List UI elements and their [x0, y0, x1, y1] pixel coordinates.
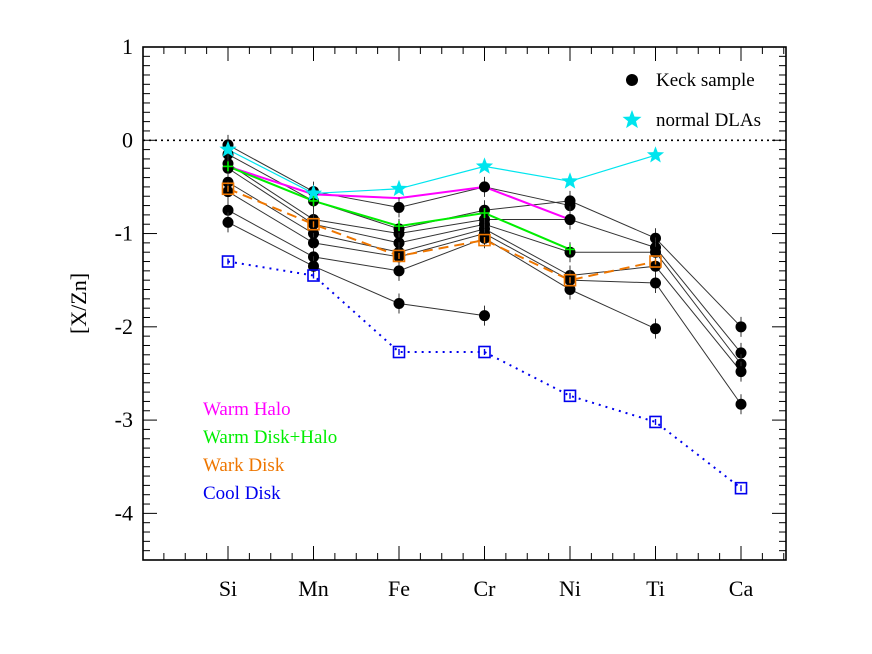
keck-point — [564, 195, 576, 207]
keck-point — [735, 398, 747, 410]
keck-point — [735, 366, 747, 378]
model-legend-label: Cool Disk — [203, 483, 281, 504]
normal-dla-star — [646, 146, 665, 163]
keck-point — [650, 323, 661, 335]
legend-dot-marker — [626, 74, 638, 86]
legend-label: normal DLAs — [656, 110, 761, 131]
keck-point — [308, 237, 319, 249]
x-tick-label: Ni — [559, 576, 581, 601]
model-legend-label: Warm Disk+Halo — [203, 427, 337, 448]
x-tick-label: Fe — [388, 576, 410, 601]
keck-point — [479, 181, 490, 193]
series-square-marker — [563, 273, 577, 287]
series-square-marker — [478, 233, 491, 247]
series-line-wark-disk — [227, 187, 656, 282]
y-tick-label: -4 — [115, 500, 133, 525]
keck-point — [650, 260, 661, 272]
y-tick-label: 1 — [122, 34, 133, 59]
x-tick-label: Ca — [729, 576, 754, 601]
keck-point — [564, 214, 576, 226]
series-square-marker — [649, 255, 662, 268]
keck-point — [650, 246, 661, 258]
keck-point — [393, 265, 405, 277]
keck-point — [222, 204, 234, 216]
keck-point — [650, 277, 661, 289]
series-square-marker — [392, 345, 406, 359]
keck-point — [393, 298, 405, 309]
x-tick-label: Cr — [474, 576, 497, 601]
tick-marks — [143, 46, 786, 561]
y-axis-title: [X/Zn] — [66, 273, 91, 334]
y-tick-label: -3 — [115, 407, 133, 432]
keck-point — [308, 260, 319, 272]
data-points — [219, 134, 748, 495]
keck-point — [735, 321, 747, 333]
series-square-marker — [649, 415, 662, 429]
keck-point — [564, 284, 576, 296]
x-tick-label: Mn — [298, 576, 329, 601]
x-tick-label: Ti — [646, 576, 665, 601]
normal-dla-star — [304, 184, 323, 201]
keck-point — [393, 201, 405, 213]
normal-dla-star — [219, 140, 237, 157]
y-tick-label: -1 — [115, 221, 133, 246]
keck-sample-line — [227, 221, 485, 317]
keck-sample-line — [227, 209, 656, 330]
x-tick-label: Si — [219, 576, 237, 601]
normal-dla-star — [390, 179, 408, 197]
series-square-marker — [563, 389, 577, 403]
series-square-marker — [221, 182, 235, 196]
keck-point — [222, 216, 234, 228]
series-square-marker — [307, 217, 320, 231]
model-legend: Warm Halo Warm Disk+Halo Wark Disk Cool Dis… — [203, 399, 337, 504]
legend-star-marker — [622, 110, 642, 129]
series-square-marker — [734, 481, 748, 495]
model-legend-label: Wark Disk — [203, 455, 285, 476]
model-legend-label: Warm Halo — [203, 399, 291, 420]
y-tick-label: 0 — [122, 127, 133, 152]
keck-point — [479, 310, 490, 322]
legend-label: Keck sample — [656, 70, 755, 91]
series-square-marker — [221, 255, 235, 268]
keck-point — [735, 347, 747, 359]
series-line-normal-dlas — [227, 149, 656, 195]
series-square-marker — [307, 269, 320, 282]
normal-dla-star — [475, 157, 494, 174]
plot-frame — [142, 46, 787, 561]
series-square-marker — [478, 345, 491, 359]
y-tick-label: -2 — [115, 314, 133, 339]
series-square-marker — [392, 249, 406, 263]
tick-labels: 1 0 -1 -2 -3 -4 Si Mn Fe Cr Ni Ti Ca — [115, 34, 754, 601]
normal-dla-star — [561, 172, 579, 189]
legend: Keck sample normal DLAs — [622, 70, 761, 131]
